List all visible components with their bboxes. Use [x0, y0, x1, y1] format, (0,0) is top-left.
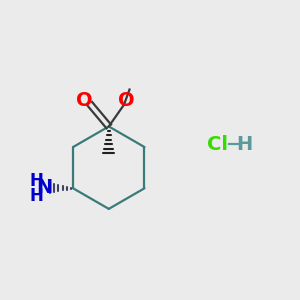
Text: H: H	[30, 172, 44, 190]
Text: N: N	[36, 178, 52, 197]
Text: H: H	[30, 187, 44, 205]
Text: O: O	[118, 91, 135, 110]
Text: O: O	[76, 91, 93, 110]
Text: H: H	[237, 135, 253, 154]
Text: Cl: Cl	[207, 135, 228, 154]
